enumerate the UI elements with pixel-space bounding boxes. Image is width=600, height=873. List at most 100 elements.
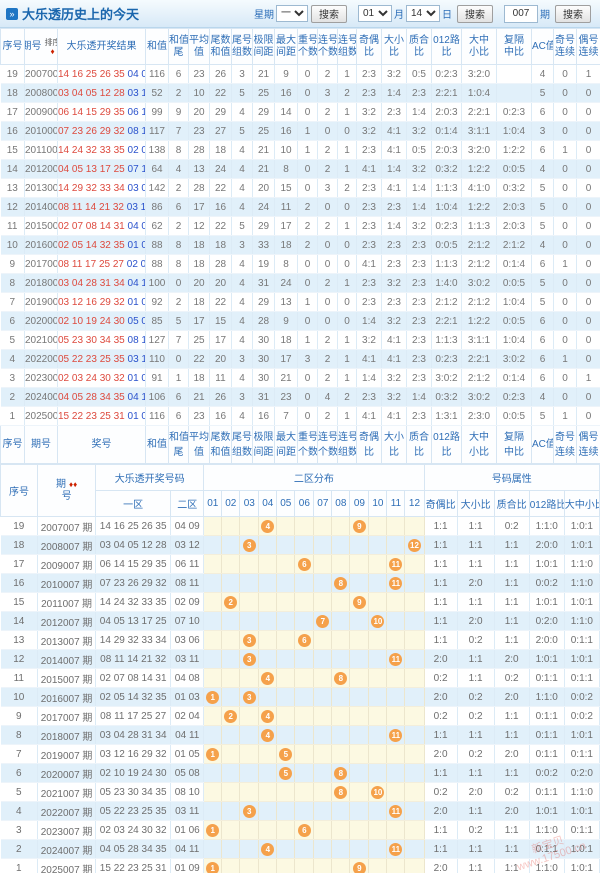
column-header[interactable]: 期 ♦♦ 号 [37,464,97,517]
column-header: 12 [404,490,425,517]
lottery-ball: 9 [352,861,366,873]
month-label: 月 [394,10,404,21]
lottery-ball: 3 [242,538,256,552]
distribution-cell [276,592,296,612]
attr-cell: 1:1 [424,839,458,859]
stat-cell: 22 [209,178,232,198]
zone1-numbers: 04 05 13 17 25 [95,611,172,631]
distribution-cell [276,554,296,574]
attr-cell: 1:0:1 [529,554,565,574]
attr-cell: 1:1 [457,535,495,555]
stat-cell: 23 [188,64,210,84]
stat-cell: 1:1:3 [431,178,462,198]
distribution-cell: 1 [203,820,223,840]
distribution-cell [349,649,370,669]
distribution-cell: 11 [386,573,406,593]
distribution-cell [386,516,406,536]
stat-cell: 2:3 [356,197,382,217]
stat-cell: 2:3 [406,406,432,426]
day-select[interactable]: 14 [406,5,440,22]
distribution-cell [258,858,278,873]
distribution-cell [404,820,425,840]
stat-cell: 4 [317,387,338,407]
lottery-ball: 11 [389,652,403,666]
distribution-cell [221,611,241,631]
stat-cell: 3:2 [381,273,407,293]
sort-icon[interactable]: ♦♦ [69,480,78,489]
row-index: 18 [0,83,25,103]
distribution-cell [239,592,260,612]
distribution-cell [203,516,223,536]
stat-cell: 1 [553,254,577,274]
distribution-cell [276,535,296,555]
stat-cell: 0 [317,311,338,331]
distribution-cell [239,668,260,688]
stat-cell: 2 [317,273,338,293]
sort-icon[interactable]: ♦ [50,46,55,56]
attr-cell: 1:0:1 [529,592,565,612]
week-select[interactable]: 一 [276,5,308,22]
column-header[interactable]: 期号排序♦ [24,28,58,65]
column-header: 序号 [0,28,25,65]
search-week-button[interactable]: 搜索 [311,4,347,23]
distribution-cell: 6 [294,630,315,650]
stat-cell: 18 [188,292,210,312]
lottery-ball: 5 [279,766,293,780]
stat-cell: 1 [576,368,600,388]
stat-cell: 11 [274,197,298,217]
stat-cell: 4:1:0 [461,178,497,198]
search-date-button[interactable]: 搜索 [457,4,493,23]
stat-cell: 25 [188,330,210,350]
stat-cell: 0:3:2 [431,159,462,179]
zone2-numbers: 08 11 [170,573,205,593]
stat-cell: 18 [188,368,210,388]
issue-number: 2018007 期 [37,725,97,745]
stat-cell: 110 [145,349,169,369]
row-index: 6 [0,311,25,331]
issue-number: 2022007 [24,349,58,369]
stat-cell: 1 [168,368,189,388]
row-index: 15 [0,592,39,612]
stat-cell: 0 [576,387,600,407]
stat-cell: 0 [297,159,318,179]
column-header: 重号 个数 [297,28,318,65]
distribution-cell [331,687,351,707]
zone1-numbers: 02 07 08 14 31 [95,668,172,688]
stat-cell: 23 [188,121,210,141]
distribution-cell [221,801,241,821]
attr-cell: 1:1 [424,611,458,631]
attr-cell: 1:0:1 [564,649,600,669]
distribution-cell [294,668,315,688]
attr-cell: 0:2 [424,706,458,726]
month-select[interactable]: 01 [358,5,392,22]
stat-cell: 2:3 [381,102,407,122]
stat-cell: 9 [274,311,298,331]
attr-cell: 2:0:0 [529,630,565,650]
attr-cell: 1:1 [424,592,458,612]
row-index: 16 [0,573,39,593]
lottery-ball: 3 [242,652,256,666]
distribution-cell [368,516,388,536]
stat-cell: 1:0:4 [496,121,532,141]
stat-cell: 0 [576,216,600,236]
stat-cell: 17 [274,216,298,236]
zone2-numbers: 08 10 [170,782,205,802]
stat-cell: 1 [297,140,318,160]
stat-cell: 2 [297,197,318,217]
stat-cell: 0 [553,368,577,388]
distribution-cell [239,820,260,840]
stat-cell: 6 [531,140,554,160]
distribution-cell: 1 [203,687,223,707]
distribution-cell: 2 [221,592,241,612]
stat-cell: 2:3 [406,273,432,293]
stat-cell: 0 [576,140,600,160]
search-issue-button[interactable]: 搜索 [555,4,591,23]
stat-cell: 20 [188,273,210,293]
table-row: 19200700714 16 25 26 35 04 0911662326321… [0,64,600,84]
stat-cell: 2:3 [406,254,432,274]
stat-cell: 18 [209,140,232,160]
stat-cell: 0 [297,368,318,388]
distribution-cell [313,687,333,707]
distribution-cell [276,839,296,859]
issue-input[interactable] [504,4,538,23]
